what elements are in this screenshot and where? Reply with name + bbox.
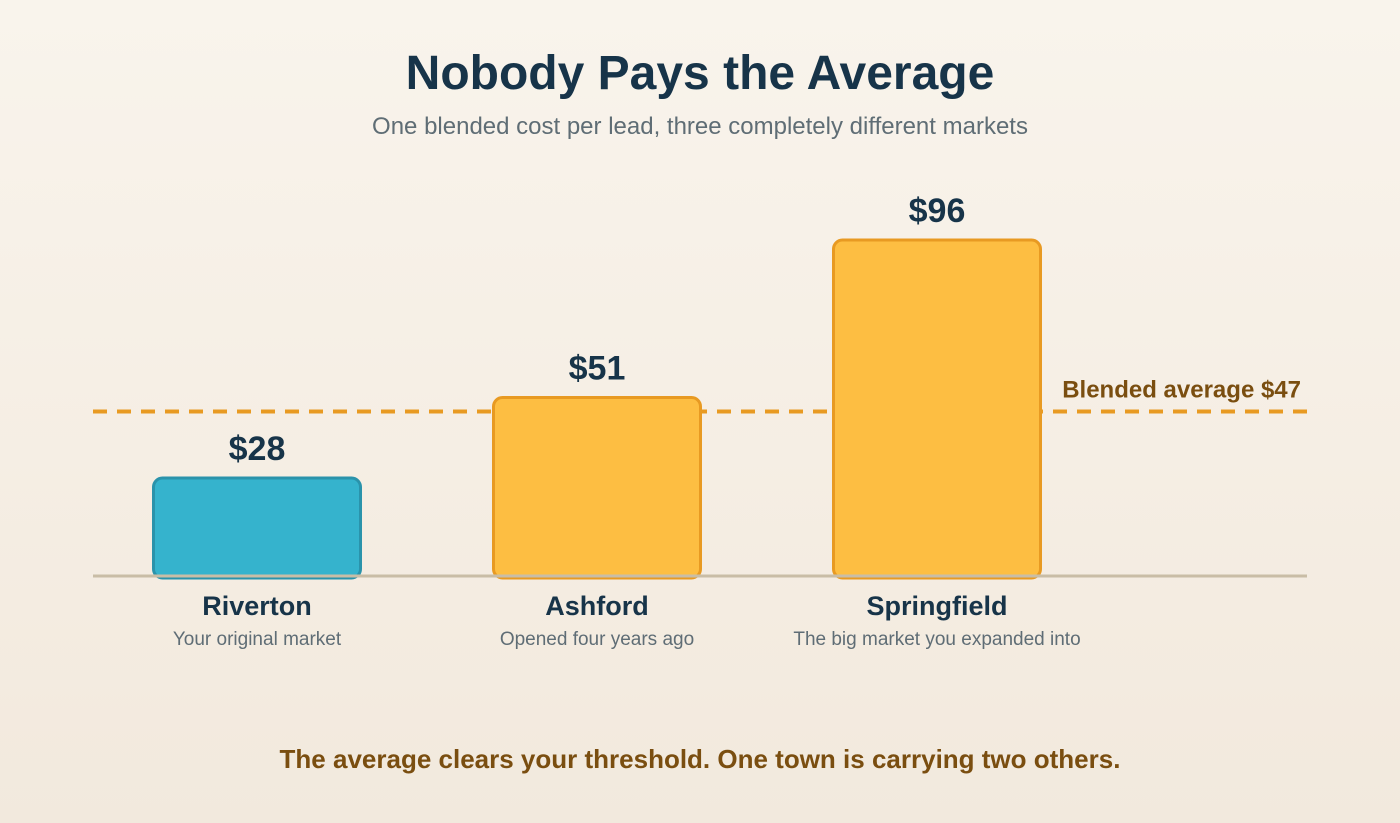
category-label-springfield: Springfield <box>867 591 1008 621</box>
category-label-ashford: Ashford <box>545 591 649 621</box>
chart-footer-caption: The average clears your threshold. One t… <box>279 744 1121 774</box>
value-label-riverton: $28 <box>229 430 286 468</box>
category-note-ashford: Opened four years ago <box>500 629 694 650</box>
category-label-riverton: Riverton <box>202 591 312 621</box>
category-note-springfield: The big market you expanded into <box>793 629 1080 650</box>
value-label-springfield: $96 <box>909 192 966 230</box>
bar-riverton <box>152 476 362 580</box>
blended-average-label: Blended average $47 <box>1062 377 1301 404</box>
category-note-riverton: Your original market <box>173 629 342 650</box>
bar-springfield <box>832 238 1042 580</box>
chart-title: Nobody Pays the Average <box>405 47 995 100</box>
value-label-ashford: $51 <box>569 350 626 388</box>
bar-ashford <box>492 396 702 580</box>
chart-subtitle: One blended cost per lead, three complet… <box>372 113 1028 140</box>
